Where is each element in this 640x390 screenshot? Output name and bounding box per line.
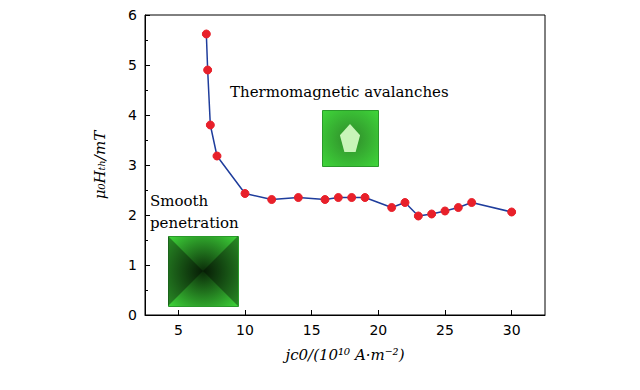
svg-text:Thermomagnetic avalanches: Thermomagnetic avalanches xyxy=(230,83,449,101)
svg-text:0: 0 xyxy=(128,307,137,323)
svg-text:μ₀Hₜₕ/mT: μ₀Hₜₕ/mT xyxy=(91,130,109,199)
svg-text:6: 6 xyxy=(128,7,137,23)
svg-text:penetration: penetration xyxy=(150,214,239,232)
svg-text:3: 3 xyxy=(128,157,137,173)
svg-text:25: 25 xyxy=(436,322,454,338)
svg-text:15: 15 xyxy=(303,322,321,338)
svg-text:5: 5 xyxy=(128,57,137,73)
svg-text:2: 2 xyxy=(128,207,137,223)
svg-text:20: 20 xyxy=(369,322,387,338)
svg-text:1: 1 xyxy=(128,257,137,273)
svg-text:Smooth: Smooth xyxy=(150,192,209,210)
svg-text:jc0/(10¹⁰ A·m⁻²): jc0/(10¹⁰ A·m⁻²) xyxy=(283,346,405,364)
svg-text:10: 10 xyxy=(236,322,254,338)
svg-text:4: 4 xyxy=(128,107,137,123)
svg-text:5: 5 xyxy=(174,322,183,338)
svg-text:30: 30 xyxy=(503,322,521,338)
